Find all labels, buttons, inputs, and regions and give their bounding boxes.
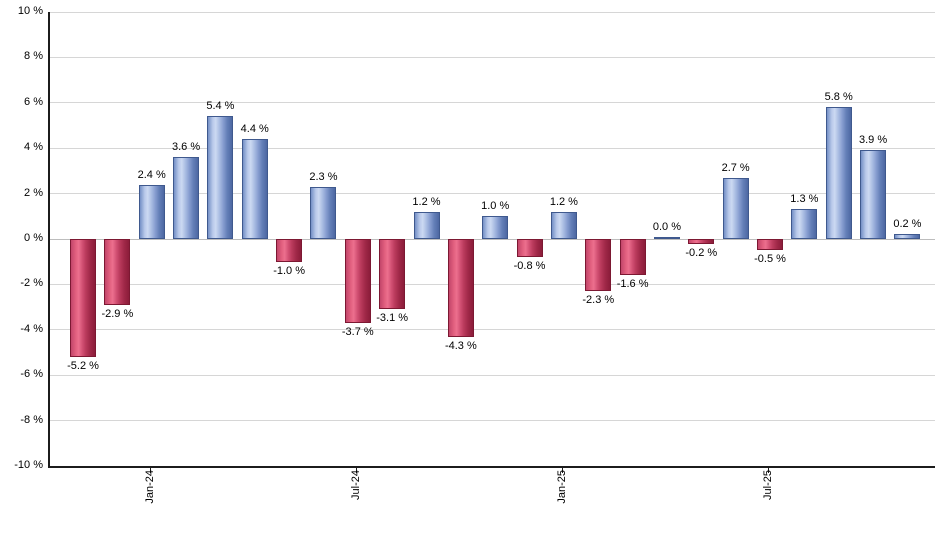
bar-value-label: -5.2 % <box>67 360 99 373</box>
bar-value-label: 5.4 % <box>206 100 235 113</box>
gridline <box>50 11 935 13</box>
bar[interactable] <box>653 237 680 239</box>
bar-value-label: -0.8 % <box>513 260 546 273</box>
gridline <box>50 420 935 422</box>
zero-gridline <box>50 238 935 240</box>
gridline <box>50 374 935 376</box>
bar-value-label: 2.3 % <box>309 170 338 183</box>
bar-value-label: 1.2 % <box>549 195 578 208</box>
bar[interactable] <box>207 116 234 239</box>
bar[interactable] <box>344 239 371 323</box>
bar[interactable] <box>379 239 406 310</box>
x-axis-tick <box>355 468 357 473</box>
bar[interactable] <box>482 216 509 239</box>
bar-value-label: 3.6 % <box>171 141 201 154</box>
bar-value-label: -0.5 % <box>754 253 786 266</box>
bar[interactable] <box>825 107 852 239</box>
gridline <box>50 56 935 58</box>
bar[interactable] <box>70 239 96 358</box>
bar[interactable] <box>688 239 715 244</box>
bar-value-label: 4.4 % <box>240 123 269 136</box>
gridline <box>50 147 935 149</box>
bar-value-label: -3.7 % <box>341 325 374 338</box>
y-axis-label: -10 % <box>14 459 43 471</box>
bar-value-label: 5.8 % <box>824 91 853 104</box>
y-axis-label: 6 % <box>24 95 43 108</box>
bar-value-label: -3.1 % <box>376 312 409 325</box>
y-axis-label: -6 % <box>20 368 43 381</box>
bar-value-label: -0.2 % <box>685 246 718 259</box>
bar-value-label: -2.9 % <box>101 307 134 320</box>
plot-area: -5.2 % -2.9 % 2.4 % 3.6 % 5.4 % 4.4 % -1.0 % 2.… <box>48 11 935 468</box>
bar-value-label: 1.3 % <box>790 193 819 206</box>
y-axis-label: 8 % <box>24 50 43 63</box>
bar[interactable] <box>516 239 543 258</box>
bar[interactable] <box>310 186 337 239</box>
bar-value-label: -1.6 % <box>616 278 649 291</box>
bar[interactable] <box>791 209 818 239</box>
y-axis-label: 4 % <box>24 141 43 154</box>
x-axis-tick <box>768 468 769 473</box>
y-axis-label: 10 % <box>17 5 43 17</box>
gridline <box>50 329 935 331</box>
bar-value-label: 1.2 % <box>412 195 441 208</box>
bar[interactable] <box>173 157 200 239</box>
x-axis-label: Jul-25 <box>762 470 774 500</box>
bar-value-label: 2.4 % <box>137 168 166 181</box>
y-axis-label: 0 % <box>24 232 43 244</box>
bar-value-label: -1.0 % <box>273 264 305 277</box>
x-axis-tick <box>561 468 563 473</box>
bar-value-label: 2.7 % <box>721 161 750 174</box>
bar[interactable] <box>894 234 921 239</box>
bar[interactable] <box>860 150 887 239</box>
bar[interactable] <box>276 239 303 262</box>
bar[interactable] <box>550 211 577 239</box>
x-axis-label: Jan-24 <box>143 470 156 504</box>
bar-value-label: -4.3 % <box>444 339 477 352</box>
y-axis-label: -4 % <box>20 322 43 335</box>
bar-value-label: 3.9 % <box>858 134 888 147</box>
bar-value-label: -2.3 % <box>582 294 615 307</box>
y-axis-label: -8 % <box>20 413 43 426</box>
bar[interactable] <box>138 184 165 239</box>
bar[interactable] <box>757 239 783 251</box>
bar[interactable] <box>722 177 749 239</box>
bar-value-label: 0.0 % <box>652 221 682 233</box>
bar[interactable] <box>585 239 612 292</box>
bar[interactable] <box>413 211 440 239</box>
x-axis-label: Jul-24 <box>349 470 362 500</box>
gridline <box>50 193 935 195</box>
y-axis-label: 2 % <box>24 186 43 199</box>
gridline <box>50 102 935 104</box>
bar[interactable] <box>447 239 474 337</box>
bar-value-label: 0.2 % <box>893 218 922 231</box>
gridline <box>50 283 935 285</box>
x-axis-tick <box>149 468 151 473</box>
bar[interactable] <box>104 239 131 305</box>
bar[interactable] <box>619 239 646 276</box>
bar-value-label: 1.0 % <box>481 200 510 213</box>
bar[interactable] <box>241 139 268 239</box>
x-axis-label: Jan-25 <box>555 470 568 504</box>
y-axis-label: -2 % <box>20 277 43 290</box>
